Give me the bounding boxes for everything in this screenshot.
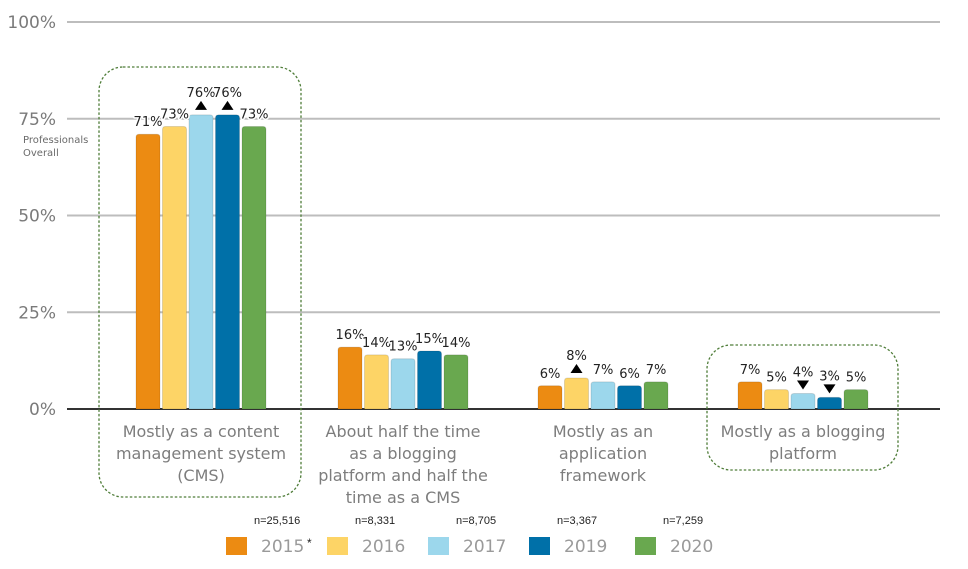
bar-2020 bbox=[843, 389, 869, 410]
value-label: 7% bbox=[593, 363, 614, 378]
value-label: 73% bbox=[160, 107, 189, 122]
value-label: 13% bbox=[389, 340, 418, 355]
sample-size-label: n=8,331 bbox=[355, 515, 395, 527]
legend-swatch bbox=[529, 537, 550, 555]
category-labels: Mostly as a content management system (CMS… bbox=[116, 422, 885, 507]
value-label: 73% bbox=[240, 107, 269, 122]
y-annotation-line-2: Overall bbox=[23, 148, 59, 159]
category-label: Mostly as a blogging bbox=[721, 422, 886, 441]
sample-size-label: n=3,367 bbox=[557, 515, 597, 527]
legend-label: 2019 bbox=[564, 537, 607, 557]
bar-2017 bbox=[790, 393, 816, 410]
value-label: 6% bbox=[540, 367, 561, 382]
value-labels: 71% 16% 6% 7% 73% 14% 8% 5% 76% 13% 7% 4% 76% 15% 6% 3%… bbox=[132, 84, 868, 394]
legend-label: 2017 bbox=[463, 537, 506, 557]
value-label: 76% bbox=[213, 86, 242, 101]
value-label: 14% bbox=[442, 336, 471, 351]
y-tick-label: 0% bbox=[29, 400, 56, 420]
value-label: 5% bbox=[846, 371, 867, 386]
value-label: 7% bbox=[740, 363, 761, 378]
bar-2016 bbox=[564, 377, 589, 410]
bar-2019 bbox=[417, 350, 442, 410]
footnote-asterisk: * bbox=[307, 536, 312, 550]
bar-2017 bbox=[590, 381, 616, 410]
legend-item-2019: 2019 n=3,367 bbox=[529, 515, 607, 557]
y-annotation-line-1: Professionals bbox=[23, 135, 88, 146]
bar-2020 bbox=[241, 125, 267, 410]
highlight-box bbox=[706, 344, 899, 471]
bar-2017 bbox=[390, 358, 416, 410]
legend-item-2020: 2020 n=7,259 bbox=[635, 515, 713, 557]
bar-2020 bbox=[443, 354, 469, 410]
increase-marker-icon bbox=[195, 100, 207, 110]
legend-label: 2016 bbox=[362, 537, 405, 557]
legend-label: 2015 bbox=[261, 537, 304, 557]
value-label: 71% bbox=[134, 115, 163, 130]
bar-2016 bbox=[364, 354, 389, 410]
value-label: 16% bbox=[336, 328, 365, 343]
bar-2015 bbox=[337, 346, 363, 410]
bar-2019 bbox=[215, 114, 240, 410]
bar-2016 bbox=[162, 125, 187, 410]
decrease-marker-icon bbox=[797, 380, 809, 390]
legend: 2015 n=25,516 * 2016 n=8,331 2017 n=8,705 2019 n… bbox=[226, 515, 713, 557]
legend-label: 2020 bbox=[670, 537, 713, 557]
decrease-marker-icon bbox=[823, 384, 836, 394]
value-label: 7% bbox=[646, 363, 667, 378]
y-tick-label: 50% bbox=[18, 207, 56, 227]
sample-size-label: n=8,705 bbox=[456, 515, 496, 527]
highlight-boxes bbox=[98, 66, 899, 498]
sample-size-label: n=25,516 bbox=[254, 515, 300, 527]
bar-2020 bbox=[643, 381, 669, 410]
increase-marker-icon bbox=[570, 364, 583, 374]
bar-2019 bbox=[617, 385, 642, 410]
bar-2015 bbox=[737, 381, 763, 410]
value-label: 15% bbox=[415, 332, 444, 347]
category-label: application bbox=[559, 444, 647, 463]
y-tick-label: 100% bbox=[7, 13, 56, 33]
legend-swatch bbox=[635, 537, 656, 555]
bar-2015 bbox=[135, 133, 161, 410]
legend-item-2016: 2016 n=8,331 bbox=[327, 515, 405, 557]
legend-swatch bbox=[428, 537, 449, 555]
bar-2016 bbox=[764, 389, 789, 410]
category-label: About half the time bbox=[326, 422, 481, 441]
bar-2019 bbox=[817, 396, 842, 410]
bars bbox=[135, 114, 869, 410]
legend-swatch bbox=[226, 537, 247, 555]
increase-marker-icon bbox=[221, 100, 234, 110]
y-axis: Professionals Overall 0% 25% 50% 75% 100% bbox=[7, 13, 88, 420]
legend-item-2017: 2017 n=8,705 bbox=[428, 515, 506, 557]
category-label: (CMS) bbox=[177, 466, 225, 485]
value-label: 76% bbox=[187, 86, 216, 101]
value-label: 6% bbox=[619, 367, 640, 382]
legend-item-2015: 2015 n=25,516 * bbox=[226, 515, 312, 557]
bar-2015 bbox=[537, 385, 563, 410]
sample-size-label: n=7,259 bbox=[663, 515, 703, 527]
category-label: as a blogging bbox=[349, 444, 457, 463]
category-label: management system bbox=[116, 444, 286, 463]
legend-swatch bbox=[327, 537, 348, 555]
value-label: 5% bbox=[766, 371, 787, 386]
value-label: 4% bbox=[793, 366, 814, 381]
category-label: time as a CMS bbox=[346, 488, 460, 507]
value-label: 3% bbox=[819, 369, 840, 384]
bar-2017 bbox=[188, 114, 214, 410]
category-label: platform bbox=[769, 444, 837, 463]
value-label: 14% bbox=[362, 336, 391, 351]
y-tick-label: 25% bbox=[18, 303, 56, 323]
highlight-box bbox=[98, 66, 302, 498]
y-tick-label: 75% bbox=[18, 110, 56, 130]
category-label: framework bbox=[560, 466, 647, 485]
category-label: platform and half the bbox=[318, 466, 488, 485]
category-label: Mostly as an bbox=[553, 422, 653, 441]
category-label: Mostly as a content bbox=[123, 422, 280, 441]
value-label: 8% bbox=[566, 349, 587, 364]
